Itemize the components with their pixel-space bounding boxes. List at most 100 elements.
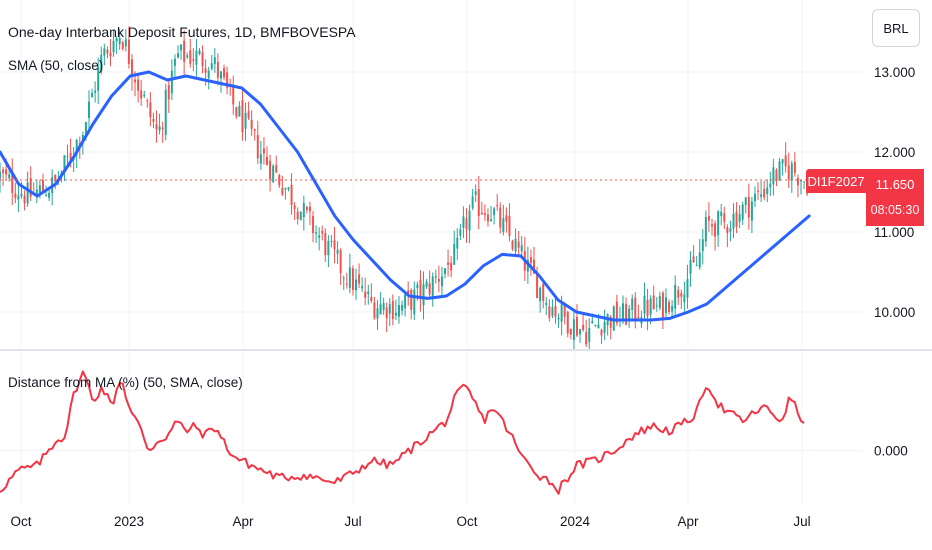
candle-body	[339, 250, 342, 273]
candle-body	[250, 119, 253, 129]
candle-body	[152, 118, 155, 122]
candle-body	[465, 218, 468, 230]
candle-body	[793, 161, 796, 174]
candle-body	[508, 215, 511, 236]
candle-body	[351, 268, 354, 290]
candle-body	[591, 321, 594, 324]
symbol-title[interactable]: One-day Interbank Deposit Futures, 1D, B…	[8, 24, 356, 40]
sma-line	[0, 70, 811, 322]
candle-body	[760, 194, 763, 197]
candle-body	[275, 165, 278, 173]
candle-body	[655, 305, 658, 307]
candle-body	[376, 308, 379, 319]
price-tick-label: 12.000	[874, 145, 915, 160]
candle-body	[11, 170, 14, 193]
candle-body	[41, 179, 44, 192]
candle-body	[241, 100, 244, 133]
candle-body	[683, 294, 686, 303]
candle-body	[143, 94, 146, 97]
candle-body	[318, 235, 321, 238]
candle-body	[296, 211, 299, 219]
last-price-value: 11.650	[875, 176, 915, 192]
candle-body	[137, 79, 140, 91]
candle-body	[198, 50, 201, 55]
time-tick-label: Jul	[793, 514, 810, 529]
candle-body	[216, 61, 219, 78]
candle-body	[784, 155, 787, 167]
time-tick-label: Apr	[677, 514, 699, 529]
candle-body	[112, 40, 115, 53]
candle-body	[167, 85, 170, 100]
candle-body	[517, 241, 520, 248]
currency-label: BRL	[883, 20, 909, 36]
candle-body	[302, 203, 305, 218]
candle-body	[800, 180, 803, 182]
candle-body	[778, 161, 781, 181]
time-tick-label: Oct	[456, 514, 477, 529]
candle-body	[554, 306, 557, 317]
candle-body	[146, 100, 149, 102]
candle-body	[109, 52, 112, 57]
candle-body	[164, 89, 167, 135]
candle-body	[711, 224, 714, 227]
candle-body	[735, 211, 738, 227]
candle-body	[204, 68, 207, 73]
time-tick-label: 2024	[560, 514, 591, 529]
candle-body	[94, 90, 97, 93]
candle-body	[542, 283, 545, 301]
sma-legend[interactable]: SMA (50, close)	[8, 58, 104, 73]
candle-body	[428, 283, 431, 295]
candle-body	[579, 329, 582, 335]
candle-body	[348, 267, 351, 288]
candle-body	[545, 302, 548, 305]
candle-body	[333, 240, 336, 250]
candle-body	[572, 319, 575, 340]
candle-body	[603, 321, 606, 333]
candle-body	[75, 139, 78, 155]
candle-body	[668, 301, 671, 312]
candle-body	[419, 279, 422, 300]
indicator-axis-ticks: 0.000	[874, 444, 908, 459]
candle-body	[281, 187, 284, 195]
candle-body	[287, 187, 290, 190]
candle-body	[8, 174, 11, 179]
candle-body	[189, 50, 192, 64]
candle-body	[536, 273, 539, 298]
candle-body	[315, 232, 318, 234]
candle-body	[91, 93, 94, 98]
candle-body	[468, 210, 471, 231]
candle-body	[803, 181, 806, 183]
symbol-tag-label: DI1F2027	[807, 173, 865, 189]
distance-legend[interactable]: Distance from MA (%) (50, SMA, close)	[8, 375, 243, 390]
candle-body	[505, 215, 508, 222]
candle-body	[186, 55, 189, 58]
candle-body	[290, 184, 293, 206]
currency-button[interactable]: BRL	[872, 9, 920, 47]
candle-body	[130, 59, 133, 77]
candle-body	[686, 279, 689, 298]
candle-body	[394, 312, 397, 316]
candle-body	[459, 229, 462, 236]
candle-body	[643, 295, 646, 314]
candle-body	[582, 325, 585, 330]
candle-body	[195, 50, 198, 65]
time-tick-label: 2023	[114, 514, 144, 529]
candle-body	[124, 39, 127, 47]
candle-body	[625, 304, 628, 325]
candle-body	[726, 227, 729, 234]
candle-body	[698, 252, 701, 268]
candle-body	[628, 308, 631, 320]
price-tick-label: 13.000	[874, 65, 915, 80]
symbol-tag: DI1F2027	[806, 169, 866, 193]
candle-body	[305, 206, 308, 211]
candle-body	[14, 193, 17, 198]
candle-body	[790, 163, 793, 181]
candle-body	[738, 214, 741, 222]
candle-body	[717, 211, 720, 236]
candle-body	[299, 212, 302, 220]
candle-body	[462, 216, 465, 228]
candle-body	[382, 302, 385, 310]
candle-body	[370, 296, 373, 301]
grid-lines	[0, 0, 862, 505]
